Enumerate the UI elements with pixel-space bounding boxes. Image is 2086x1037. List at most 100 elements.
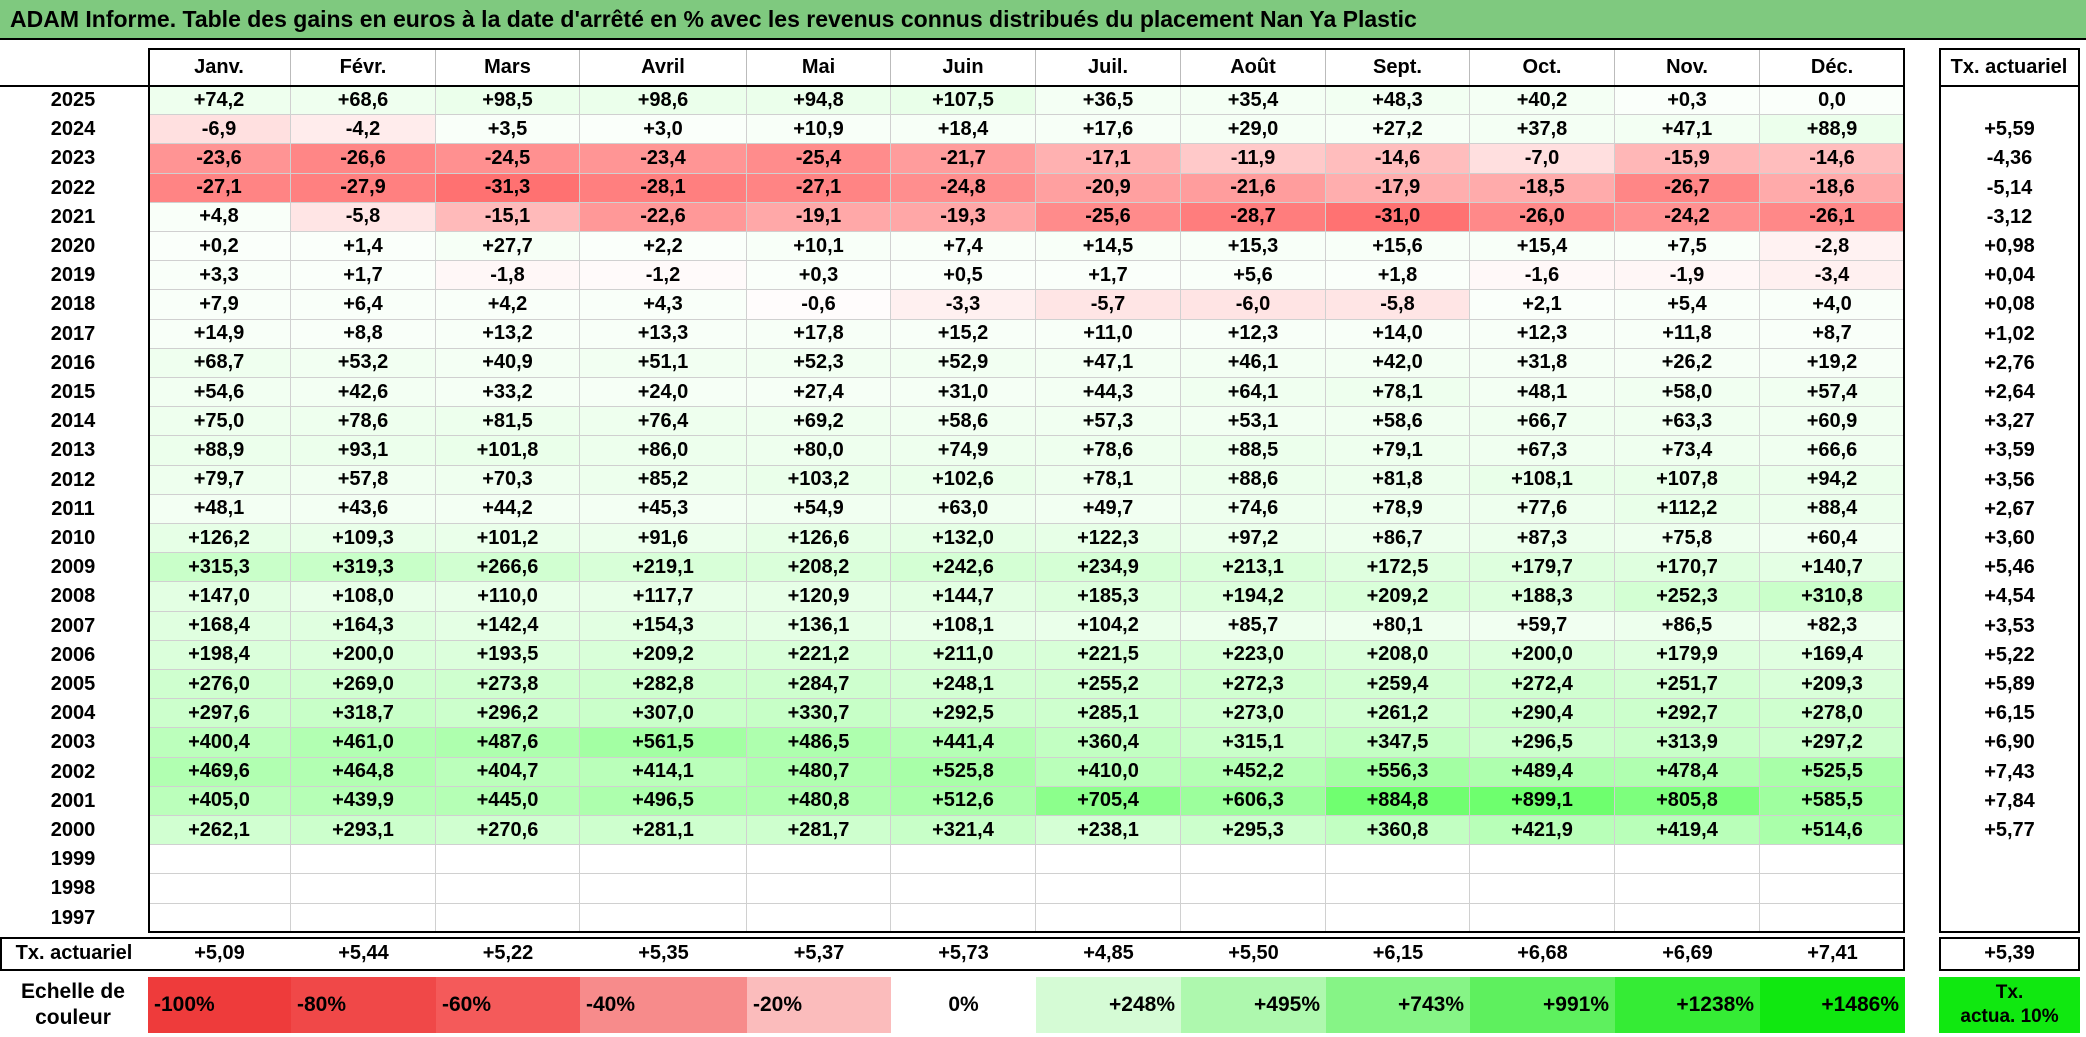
table-cell: +86,7 (1326, 524, 1470, 554)
table-cell: +54,9 (747, 494, 891, 524)
month-header: Sept. (1326, 48, 1470, 86)
table-cell: +48,1 (148, 494, 291, 524)
table-cell: +78,1 (1036, 465, 1181, 495)
table-cell: +270,6 (436, 816, 580, 846)
table-cell: +439,9 (291, 786, 436, 816)
table-cell: -28,1 (580, 173, 747, 203)
table-cell: +278,0 (1760, 699, 1905, 729)
actuarial-rate (1939, 874, 2080, 903)
month-header: Févr. (291, 48, 436, 86)
table-cell: -27,9 (291, 173, 436, 203)
year-label: 2001 (50, 789, 96, 812)
footer-total-rate: +5,39 (1984, 942, 2035, 965)
table-cell (580, 903, 747, 933)
table-cell: -5,7 (1036, 290, 1181, 320)
table-cell: +27,2 (1326, 115, 1470, 145)
table-cell: +11,0 (1036, 319, 1181, 349)
table-cell: +252,3 (1615, 582, 1760, 612)
table-cell: +272,4 (1470, 670, 1615, 700)
year-label: 2015 (50, 381, 96, 404)
table-cell: +321,4 (891, 816, 1036, 846)
year-label: 2019 (50, 264, 96, 287)
table-cell: +7,4 (891, 232, 1036, 262)
table-cell: +154,3 (580, 611, 747, 641)
table-cell: -21,6 (1181, 173, 1326, 203)
table-cell: -5,8 (291, 202, 436, 232)
table-cell (1181, 845, 1326, 875)
table-cell: +884,8 (1326, 786, 1470, 816)
table-cell: +2,2 (580, 232, 747, 262)
actuarial-rate: +7,84 (1984, 789, 2035, 812)
table-cell: +213,1 (1181, 553, 1326, 583)
month-header: Nov. (1615, 48, 1760, 86)
table-cell (1615, 903, 1760, 933)
table-cell: +147,0 (148, 582, 291, 612)
table-cell: +51,1 (580, 348, 747, 378)
table-cell: +102,6 (891, 465, 1036, 495)
table-cell: +194,2 (1181, 582, 1326, 612)
actuarial-rate: +5,22 (1984, 643, 2035, 666)
table-cell: +108,1 (1470, 465, 1615, 495)
table-cell: +63,3 (1615, 407, 1760, 437)
table-cell: +469,6 (148, 757, 291, 787)
table-cell: +108,1 (891, 611, 1036, 641)
footer-rate: +5,44 (338, 942, 389, 965)
table-cell: +132,0 (891, 524, 1036, 554)
table-cell: +585,5 (1760, 786, 1905, 816)
actuarial-rate: +0,98 (1984, 235, 2035, 258)
actuarial-rate: +2,76 (1984, 351, 2035, 374)
table-cell: +8,8 (291, 319, 436, 349)
footer-rate: +5,50 (1228, 942, 1279, 965)
table-cell: +109,3 (291, 524, 436, 554)
year-label: 1999 (50, 848, 96, 871)
table-cell: +142,4 (436, 611, 580, 641)
table-cell: +221,2 (747, 640, 891, 670)
table-cell: +88,4 (1760, 494, 1905, 524)
year-label: 2009 (50, 556, 96, 579)
table-cell: +15,4 (1470, 232, 1615, 262)
table-cell: +209,3 (1760, 670, 1905, 700)
table-cell: +98,6 (580, 86, 747, 116)
table-cell: +80,1 (1326, 611, 1470, 641)
table-cell: +452,2 (1181, 757, 1326, 787)
table-cell: +281,7 (747, 816, 891, 846)
table-cell: -2,8 (1760, 232, 1905, 262)
actuarial-rate: +2,67 (1984, 497, 2035, 520)
table-cell: +108,0 (291, 582, 436, 612)
table-cell (291, 874, 436, 904)
table-cell: -18,6 (1760, 173, 1905, 203)
table-cell: +478,4 (1615, 757, 1760, 787)
table-cell: +255,2 (1036, 670, 1181, 700)
table-cell: -20,9 (1036, 173, 1181, 203)
scale-step: -100% (148, 977, 291, 1033)
table-cell: +13,3 (580, 319, 747, 349)
table-cell: +69,2 (747, 407, 891, 437)
table-cell (1760, 903, 1905, 933)
table-cell: +27,4 (747, 378, 891, 408)
footer-rate: +4,85 (1083, 942, 1134, 965)
table-cell: +58,6 (891, 407, 1036, 437)
table-cell: +47,1 (1036, 348, 1181, 378)
year-label: 2016 (50, 351, 96, 374)
table-cell: +74,9 (891, 436, 1036, 466)
table-cell: -1,9 (1615, 261, 1760, 291)
table-cell: +53,1 (1181, 407, 1326, 437)
month-header: Mars (436, 48, 580, 86)
scale-label-line2: couleur (35, 1006, 111, 1029)
table-cell: +31,8 (1470, 348, 1615, 378)
table-cell: +14,9 (148, 319, 291, 349)
table-cell: +52,3 (747, 348, 891, 378)
table-cell: +103,2 (747, 465, 891, 495)
table-cell: -26,0 (1470, 202, 1615, 232)
table-cell (747, 845, 891, 875)
table-cell: -1,8 (436, 261, 580, 291)
table-cell (1326, 874, 1470, 904)
table-cell: +514,6 (1760, 816, 1905, 846)
table-cell: +117,7 (580, 582, 747, 612)
table-cell: +330,7 (747, 699, 891, 729)
table-cell: -23,4 (580, 144, 747, 174)
year-label: 1998 (50, 877, 96, 900)
header-underline (0, 85, 1905, 87)
table-cell: +140,7 (1760, 553, 1905, 583)
table-cell: +310,8 (1760, 582, 1905, 612)
